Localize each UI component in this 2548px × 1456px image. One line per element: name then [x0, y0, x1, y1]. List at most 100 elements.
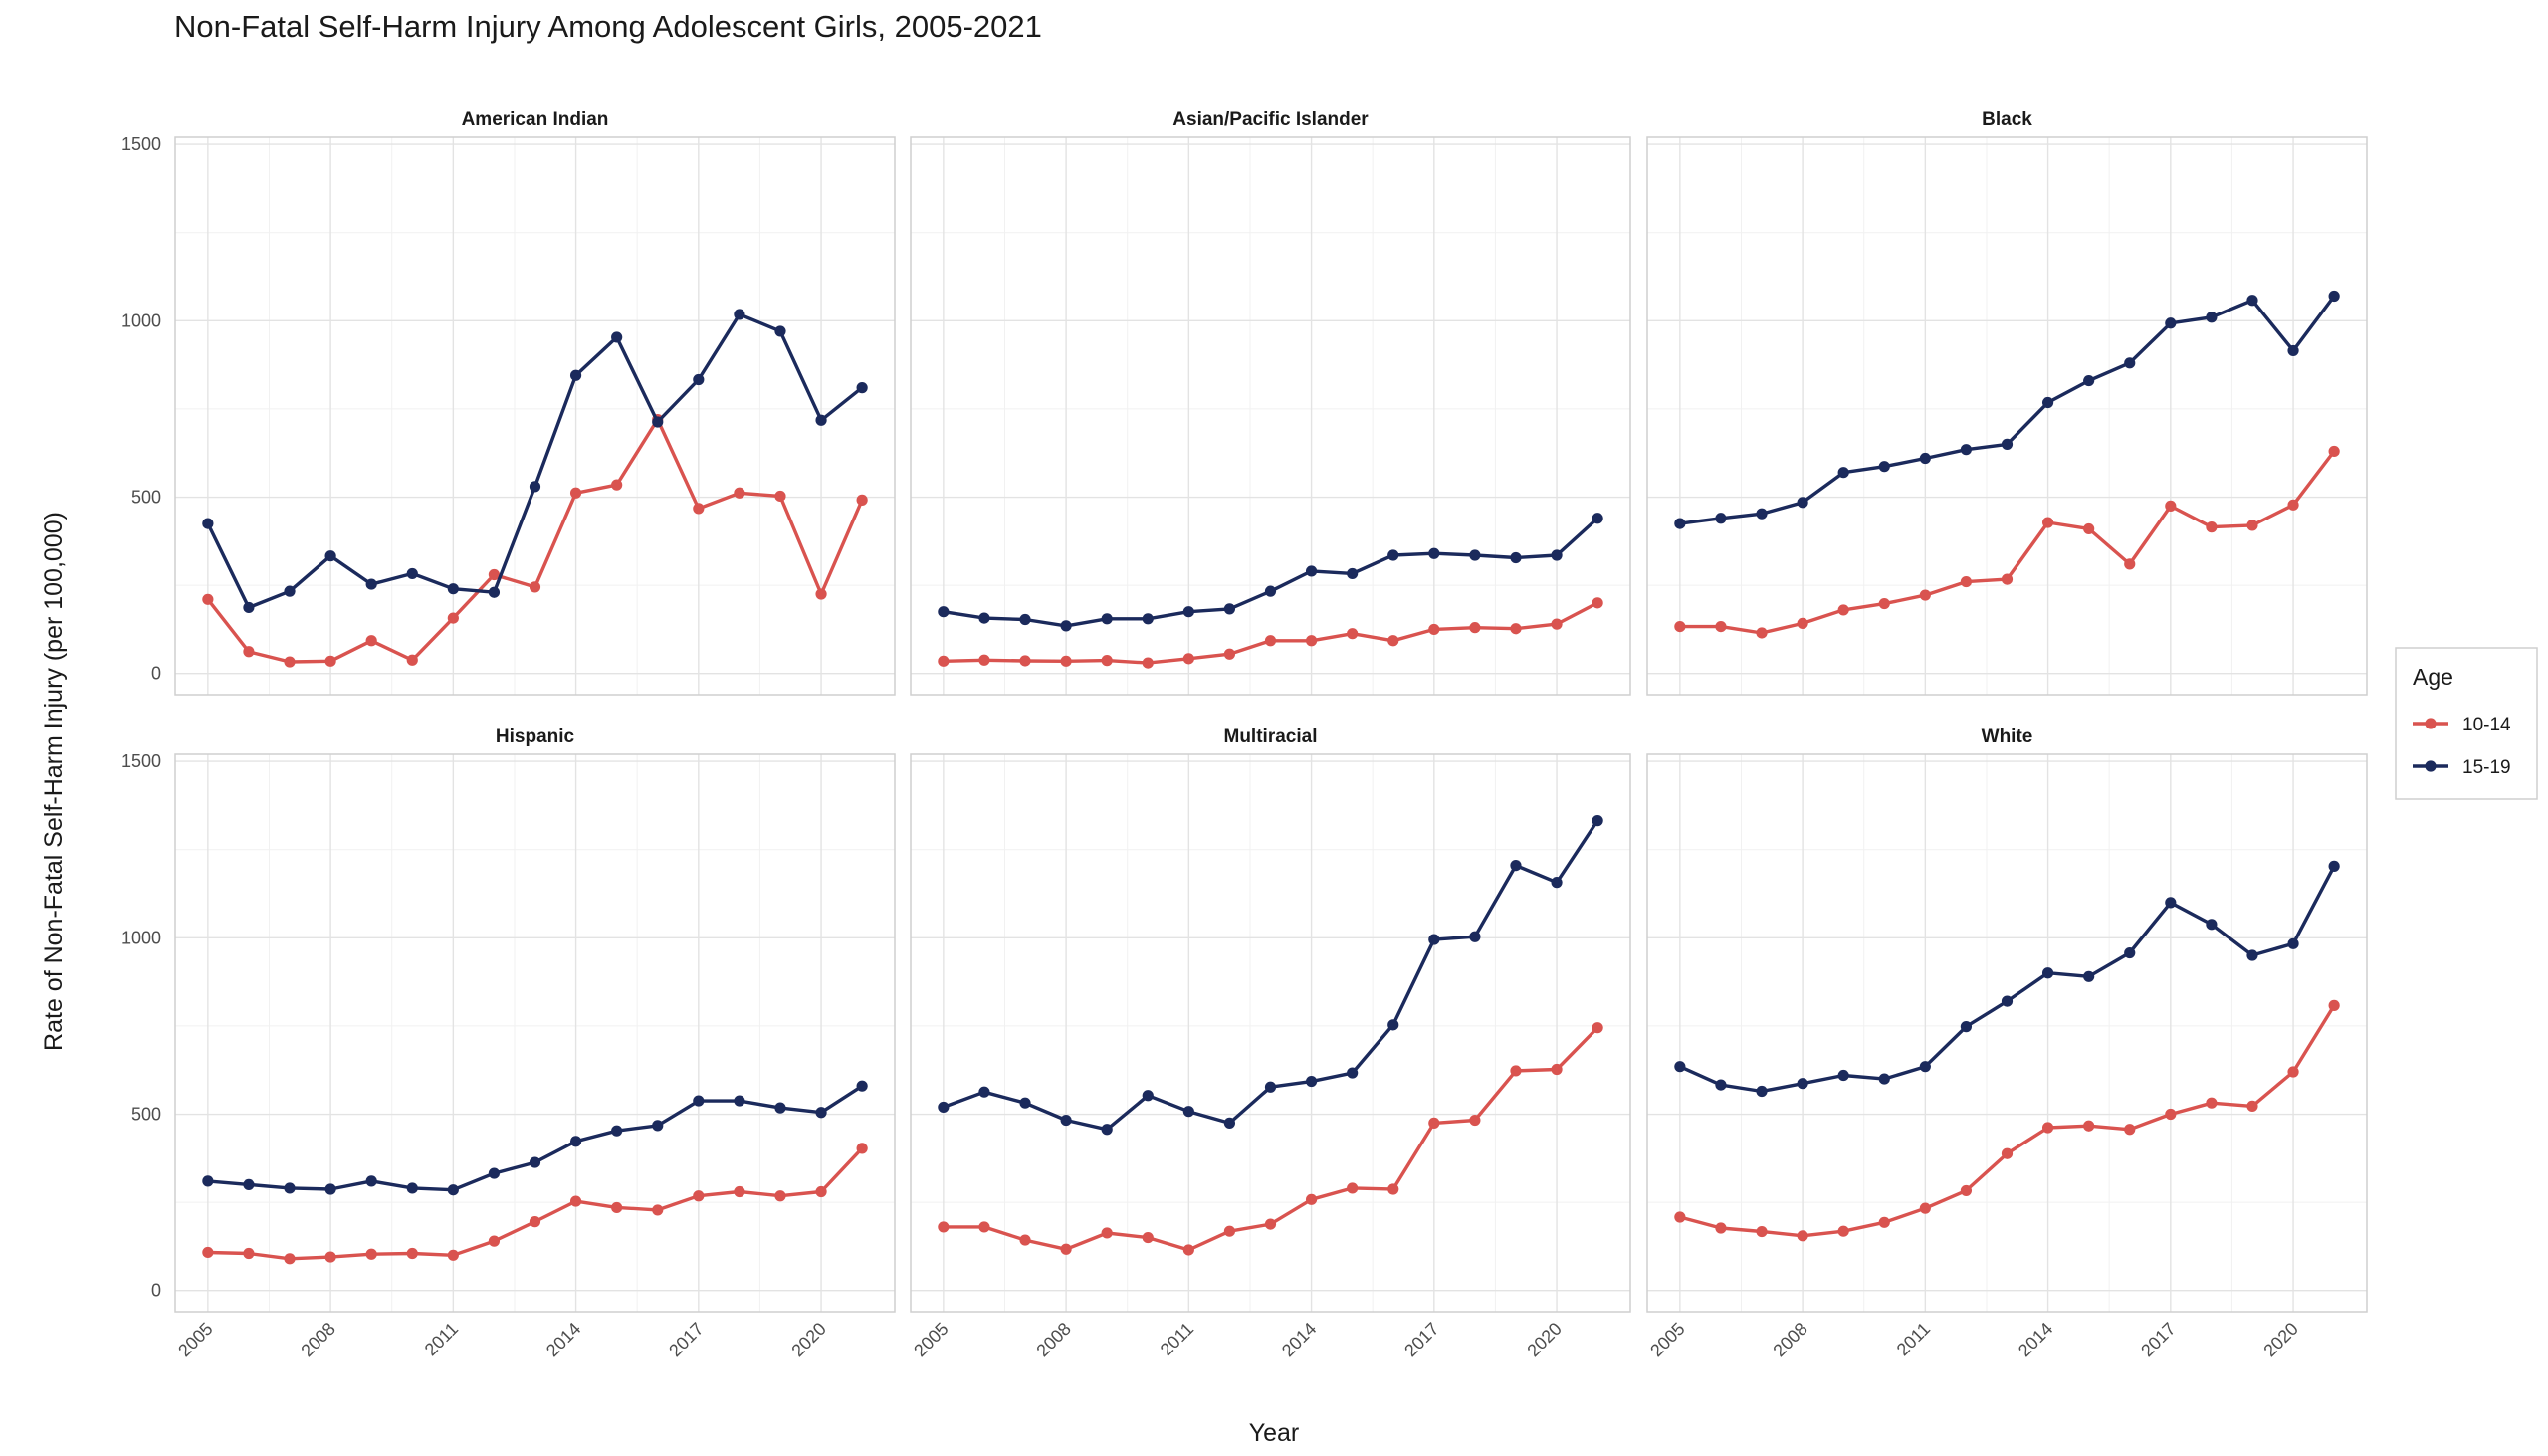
data-point-american-indian-10-14-2006 — [243, 646, 255, 658]
data-point-asian-pacific-islander-15-19-2020 — [1551, 549, 1563, 561]
data-point-multiracial-10-14-2020 — [1551, 1063, 1563, 1076]
data-point-multiracial-10-14-2019 — [1510, 1065, 1522, 1077]
data-point-black-10-14-2021 — [2328, 445, 2340, 458]
data-point-american-indian-15-19-2008 — [324, 550, 336, 562]
y-tick-label: 1500 — [121, 134, 161, 154]
data-point-black-10-14-2013 — [2001, 573, 2014, 585]
data-point-black-10-14-2007 — [1756, 627, 1768, 639]
data-point-american-indian-15-19-2015 — [611, 331, 623, 343]
data-point-asian-pacific-islander-10-14-2021 — [1592, 597, 1603, 609]
x-tick-label: 2017 — [665, 1319, 707, 1360]
panel-title-asian-pacific-islander: Asian/Pacific Islander — [1172, 109, 1369, 130]
data-point-black-15-19-2012 — [1960, 444, 1973, 456]
data-point-asian-pacific-islander-10-14-2015 — [1347, 628, 1359, 640]
data-point-black-15-19-2007 — [1756, 508, 1768, 520]
panel-title-multiracial: Multiracial — [1224, 727, 1318, 747]
data-point-american-indian-10-14-2018 — [734, 487, 745, 499]
data-point-asian-pacific-islander-15-19-2014 — [1305, 565, 1318, 577]
data-point-white-10-14-2007 — [1756, 1225, 1768, 1238]
data-point-black-15-19-2014 — [2041, 396, 2054, 409]
data-point-multiracial-10-14-2008 — [1060, 1243, 1072, 1255]
data-point-asian-pacific-islander-15-19-2012 — [1223, 603, 1236, 615]
panel-black: Black — [1646, 109, 2368, 696]
data-point-hispanic-10-14-2012 — [488, 1235, 501, 1247]
data-point-hispanic-15-19-2006 — [243, 1178, 255, 1191]
data-point-hispanic-10-14-2015 — [611, 1201, 623, 1214]
data-point-white-10-14-2016 — [2124, 1124, 2136, 1136]
panel-asian-pacific-islander: Asian/Pacific Islander — [910, 109, 1631, 696]
data-point-american-indian-10-14-2012 — [488, 568, 501, 581]
data-point-asian-pacific-islander-10-14-2020 — [1551, 618, 1563, 630]
data-point-american-indian-15-19-2021 — [856, 382, 868, 394]
data-point-black-10-14-2016 — [2124, 558, 2136, 570]
x-tick-label: 2011 — [1893, 1319, 1935, 1360]
data-point-asian-pacific-islander-10-14-2019 — [1510, 623, 1522, 635]
data-point-american-indian-15-19-2017 — [693, 373, 705, 386]
data-point-white-15-19-2012 — [1960, 1021, 1973, 1033]
data-point-black-10-14-2014 — [2041, 517, 2054, 528]
data-point-white-15-19-2014 — [2041, 967, 2054, 979]
data-point-american-indian-15-19-2005 — [202, 518, 214, 529]
data-point-hispanic-15-19-2011 — [447, 1184, 459, 1196]
data-point-asian-pacific-islander-15-19-2017 — [1428, 547, 1440, 559]
data-point-asian-pacific-islander-15-19-2005 — [938, 606, 950, 618]
data-point-hispanic-15-19-2019 — [774, 1102, 786, 1114]
data-point-multiracial-10-14-2014 — [1305, 1193, 1318, 1205]
data-point-asian-pacific-islander-10-14-2005 — [938, 655, 950, 667]
series-line-black-10-14 — [1678, 449, 2336, 635]
x-tick-label: 2017 — [1400, 1319, 1442, 1360]
data-point-hispanic-15-19-2017 — [693, 1095, 705, 1107]
data-point-hispanic-15-19-2013 — [529, 1156, 541, 1168]
data-point-multiracial-10-14-2017 — [1428, 1117, 1440, 1129]
data-point-white-15-19-2019 — [2246, 949, 2258, 961]
data-point-asian-pacific-islander-10-14-2016 — [1387, 635, 1399, 647]
data-point-asian-pacific-islander-10-14-2010 — [1142, 657, 1154, 669]
data-point-american-indian-15-19-2019 — [774, 325, 786, 337]
data-point-black-15-19-2005 — [1674, 518, 1686, 529]
data-point-white-15-19-2009 — [1837, 1069, 1849, 1082]
data-point-black-15-19-2018 — [2206, 312, 2218, 323]
data-point-american-indian-10-14-2009 — [365, 635, 377, 647]
data-point-black-15-19-2019 — [2246, 295, 2258, 307]
chart-title: Non-Fatal Self-Harm Injury Among Adolesc… — [174, 9, 1042, 44]
data-point-multiracial-15-19-2020 — [1551, 877, 1563, 889]
x-tick-label: 2005 — [174, 1319, 216, 1360]
data-point-hispanic-15-19-2010 — [406, 1182, 418, 1194]
data-point-white-15-19-2005 — [1674, 1061, 1686, 1073]
data-point-black-15-19-2009 — [1837, 467, 1849, 479]
data-point-multiracial-15-19-2010 — [1142, 1090, 1154, 1102]
data-point-asian-pacific-islander-10-14-2007 — [1019, 655, 1031, 667]
data-point-white-15-19-2013 — [2001, 995, 2014, 1007]
data-point-white-10-14-2011 — [1919, 1202, 1931, 1214]
legend-key-point-10-14 — [2425, 718, 2437, 729]
data-point-multiracial-10-14-2009 — [1101, 1227, 1113, 1239]
data-point-asian-pacific-islander-15-19-2006 — [978, 612, 990, 624]
x-tick-label: 2005 — [910, 1319, 952, 1360]
data-point-asian-pacific-islander-15-19-2019 — [1510, 551, 1522, 564]
y-tick-label: 500 — [131, 488, 161, 508]
data-point-hispanic-10-14-2016 — [652, 1204, 664, 1216]
data-point-american-indian-15-19-2018 — [734, 309, 745, 320]
panel-border — [174, 136, 896, 696]
y-axis-title: Rate of Non-Fatal Self-Harm Injury (per … — [40, 512, 68, 1051]
data-point-black-15-19-2015 — [2083, 374, 2095, 387]
x-tick-label: 2014 — [542, 1319, 584, 1360]
data-point-multiracial-15-19-2015 — [1347, 1067, 1359, 1079]
data-point-hispanic-15-19-2007 — [284, 1182, 296, 1194]
data-point-american-indian-10-14-2015 — [611, 479, 623, 491]
data-point-multiracial-10-14-2012 — [1223, 1225, 1236, 1237]
data-point-hispanic-10-14-2008 — [324, 1251, 336, 1263]
data-point-american-indian-10-14-2005 — [202, 593, 214, 605]
data-point-american-indian-15-19-2016 — [652, 416, 664, 428]
x-tick-label: 2017 — [2137, 1319, 2179, 1360]
data-point-white-10-14-2017 — [2165, 1108, 2177, 1121]
x-tick-label: 2011 — [421, 1319, 463, 1360]
data-point-white-10-14-2008 — [1797, 1230, 1808, 1242]
series-line-hispanic-15-19 — [206, 1084, 864, 1192]
data-point-asian-pacific-islander-10-14-2013 — [1264, 635, 1277, 647]
data-point-black-10-14-2005 — [1674, 620, 1686, 633]
data-point-american-indian-15-19-2020 — [815, 414, 827, 426]
data-point-asian-pacific-islander-10-14-2014 — [1305, 635, 1318, 647]
data-point-multiracial-15-19-2008 — [1060, 1114, 1072, 1127]
